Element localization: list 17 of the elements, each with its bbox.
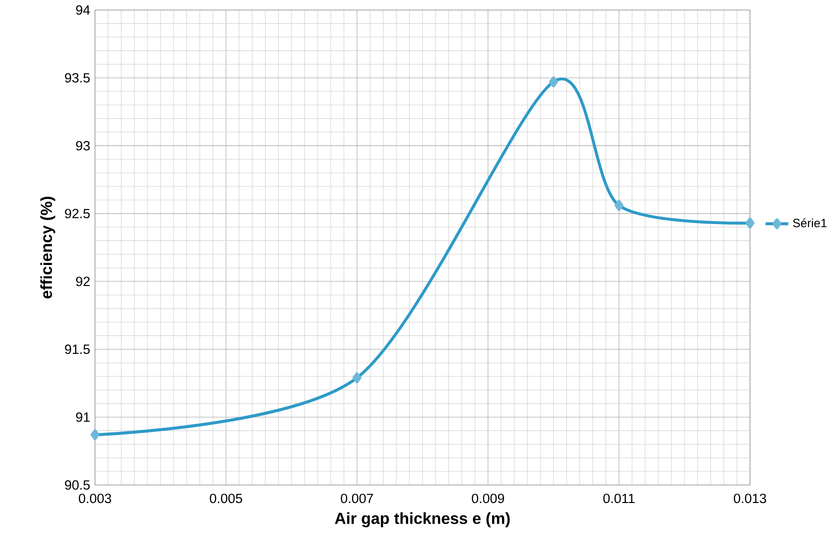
y-tick-label: 93.5 [64,73,90,83]
x-tick-label: 0.007 [340,494,374,504]
y-tick-label: 93 [76,140,90,150]
x-tick-label: 0.005 [210,494,242,504]
y-tick-label: 92.5 [64,208,90,218]
x-tick-label: 0.003 [78,494,112,504]
x-tick-label: 0.009 [472,494,504,504]
y-tick-label: 91.5 [64,344,90,354]
x-tick-label: 0.011 [603,494,635,504]
x-axis-title: Air gap thickness e (m) [334,512,510,528]
y-tick-label: 91 [76,412,90,422]
y-tick-label: 92 [76,276,90,286]
legend-label: Série1 [792,218,827,228]
y-axis-title: efficiency (%) [40,196,56,298]
y-tick-label: 90.5 [64,480,90,490]
y-tick-label: 94 [76,5,90,15]
x-tick-label: 0.013 [734,494,766,504]
